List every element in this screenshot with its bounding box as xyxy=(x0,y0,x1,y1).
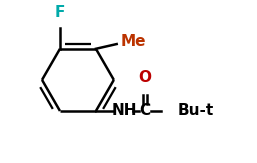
Text: NH: NH xyxy=(112,104,137,119)
Text: C: C xyxy=(140,104,151,119)
Text: O: O xyxy=(139,70,152,85)
Text: Bu-t: Bu-t xyxy=(178,104,214,119)
Text: F: F xyxy=(55,5,65,20)
Text: Me: Me xyxy=(121,34,146,49)
